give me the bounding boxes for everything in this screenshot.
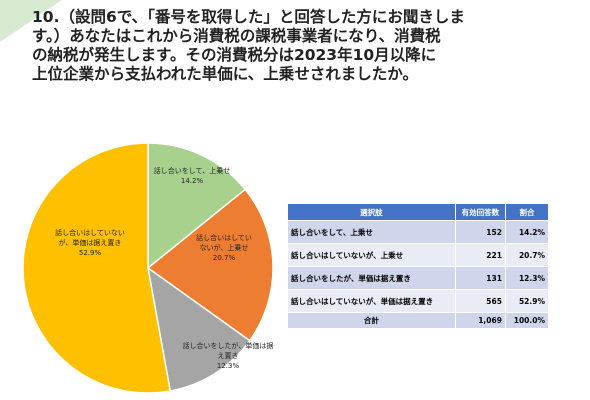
table-cell: 100.0% (504, 312, 550, 329)
table-row: 話し合いはしていないが、上乗せ 221 20.7% (287, 243, 550, 267)
pie-slice (22, 142, 172, 394)
title-line: 10.（設問6で、「番号を取得した」と回答した方にお聞きしま (32, 8, 465, 26)
title-line: の納税が発生します。その消費税分は2023年10月以降に (32, 46, 437, 64)
slice-label: 話し合いをして、上乗せ 14.2% (152, 166, 232, 186)
table-cell: 14.2% (504, 220, 550, 244)
table-cell: 221 (454, 243, 506, 267)
table-row: 合計 1,069 100.0% (287, 312, 550, 329)
category-label: 話し合いをしたが、単価は据え置き (182, 342, 274, 360)
value-label: 12.3% (216, 362, 240, 370)
table: 選択肢 有効回答数 割合 話し合いをして、上乗せ 152 14.2% 話し合いはしていないが… (287, 203, 550, 329)
title-line: す。）あなたはこれから消費税の課税事業者になり、消費税 (32, 27, 441, 45)
table-cell: 話し合いはしていないが、上乗せ (287, 243, 456, 267)
slice-label: 話し合いをしたが、単価は据え置き 12.3% (182, 341, 274, 371)
pie-slice (147, 142, 247, 270)
pie-slice (146, 188, 274, 342)
table-cell: 131 (454, 266, 506, 290)
corner-decoration (0, 0, 62, 42)
category-label: 話し合いはしていないが、単価は据え置き (55, 229, 125, 247)
table-cell: 割合 (504, 203, 550, 221)
table-cell: 話し合いはしていないが、単価は据え置き (287, 289, 456, 313)
table-cell: 565 (454, 289, 506, 313)
table-cell: 合計 (287, 312, 456, 329)
slice-label: 話し合いはしていないが、単価は据え置き 52.9% (50, 228, 130, 258)
table-row: 話し合いをして、上乗せ 152 14.2% (287, 220, 550, 244)
table-cell: 話し合いをして、上乗せ (287, 220, 456, 244)
table-cell: 選択肢 (287, 203, 456, 221)
title: 10.（設問6で、「番号を取得した」と回答した方にお聞きしま す。）あなたはこれか… (32, 8, 587, 84)
category-label: 話し合いはしていないが、上乗せ (196, 234, 252, 252)
table-row: 話し合いはしていないが、単価は据え置き 565 52.9% (287, 289, 550, 313)
value-label: 20.7% (212, 254, 236, 262)
title-line: 上位企業から支払われた単価に、上乗せされましたか。 (32, 65, 418, 83)
slice-label: 話し合いはしていないが、上乗せ 20.7% (193, 233, 255, 263)
value-label: 14.2% (180, 177, 204, 185)
pie-slice (146, 266, 251, 392)
table-row: 話し合いをしたが、単価は据え置き 131 12.3% (287, 266, 550, 290)
table-cell: 152 (454, 220, 506, 244)
table-cell: 52.9% (504, 289, 550, 313)
category-label: 話し合いをして、上乗せ (153, 167, 231, 175)
table-row: 選択肢 有効回答数 割合 (287, 203, 550, 221)
value-label: 52.9% (78, 249, 102, 257)
table-cell: 有効回答数 (454, 203, 506, 221)
table-cell: 20.7% (504, 243, 550, 267)
table-cell: 話し合いをしたが、単価は据え置き (287, 266, 456, 290)
table-cell: 12.3% (504, 266, 550, 290)
table-cell: 1,069 (454, 312, 506, 329)
